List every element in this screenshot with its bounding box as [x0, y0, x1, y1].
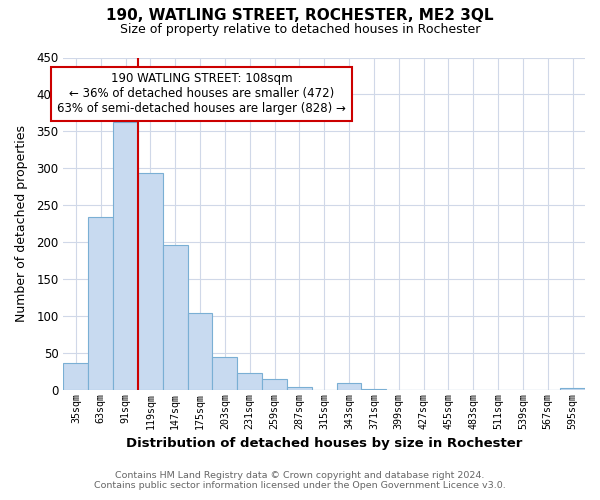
Y-axis label: Number of detached properties: Number of detached properties: [15, 125, 28, 322]
Bar: [337, 382, 361, 390]
Bar: [287, 387, 312, 390]
Bar: [361, 389, 386, 390]
Bar: [138, 174, 163, 390]
Bar: [64, 364, 88, 390]
Bar: [560, 388, 585, 390]
Bar: [262, 379, 287, 390]
Text: Contains HM Land Registry data © Crown copyright and database right 2024.: Contains HM Land Registry data © Crown c…: [115, 471, 485, 480]
Bar: [88, 217, 113, 390]
Bar: [113, 122, 138, 390]
Text: Size of property relative to detached houses in Rochester: Size of property relative to detached ho…: [120, 22, 480, 36]
Text: Contains public sector information licensed under the Open Government Licence v3: Contains public sector information licen…: [94, 481, 506, 490]
Bar: [237, 373, 262, 390]
Bar: [163, 245, 188, 390]
X-axis label: Distribution of detached houses by size in Rochester: Distribution of detached houses by size …: [126, 437, 523, 450]
Bar: [188, 313, 212, 390]
Text: 190 WATLING STREET: 108sqm
← 36% of detached houses are smaller (472)
63% of sem: 190 WATLING STREET: 108sqm ← 36% of deta…: [57, 72, 346, 116]
Text: 190, WATLING STREET, ROCHESTER, ME2 3QL: 190, WATLING STREET, ROCHESTER, ME2 3QL: [106, 8, 494, 22]
Bar: [212, 356, 237, 390]
